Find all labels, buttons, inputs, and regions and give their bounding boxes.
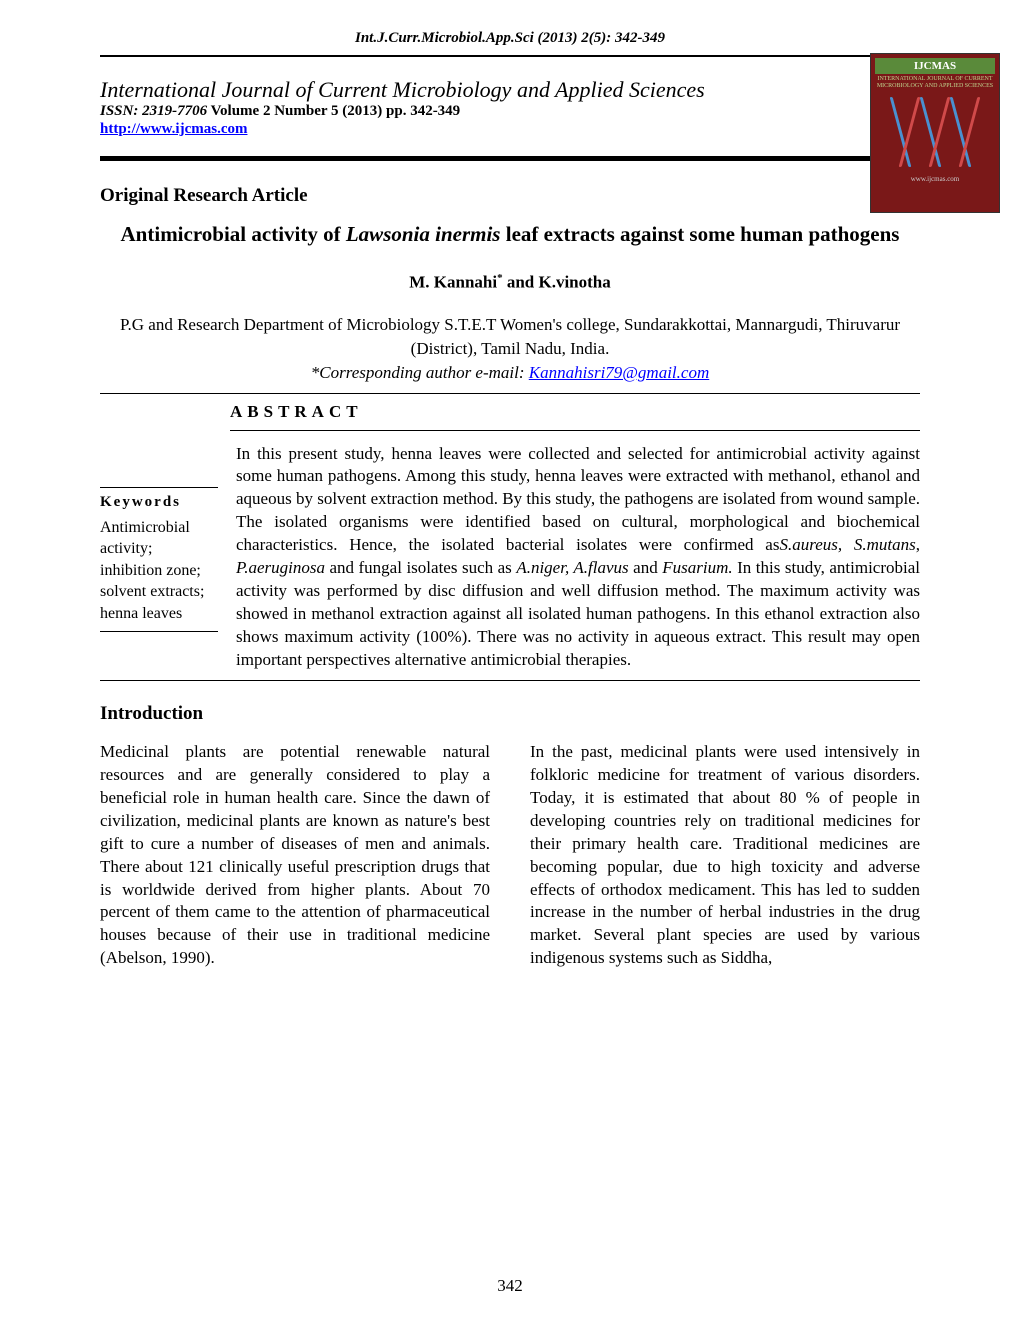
logo-subtitle: INTERNATIONAL JOURNAL OF CURRENT MICROBI…	[875, 76, 995, 89]
thick-rule	[100, 156, 920, 161]
header-rule	[100, 55, 920, 57]
introduction-heading: Introduction	[100, 703, 920, 725]
corresponding-label: *Corresponding author e-mail:	[311, 363, 529, 382]
article-type: Original Research Article	[100, 185, 920, 207]
abstract-species-4: Fusarium.	[662, 558, 732, 577]
logo-helix-icon	[871, 97, 999, 167]
corresponding-author: *Corresponding author e-mail: Kannahisri…	[100, 363, 920, 383]
keywords-label: Keywords	[100, 487, 218, 511]
logo-url: www.ijcmas.com	[871, 175, 999, 183]
introduction-col-2: In the past, medicinal plants were used …	[530, 741, 920, 970]
abstract-text: In this present study, henna leaves were…	[236, 443, 920, 672]
abstract-mid-rule	[230, 430, 920, 431]
introduction-columns: Medicinal plants are potential renewable…	[100, 741, 920, 970]
logo-label: IJCMAS	[875, 58, 995, 74]
abstract-body: Keywords Antimicrobial activity; inhibit…	[100, 443, 920, 672]
journal-url-link[interactable]: http://www.ijcmas.com	[100, 121, 247, 137]
issn-number: ISSN: 2319-7706	[100, 103, 207, 119]
abstract-top-rule	[100, 393, 920, 394]
header-citation: Int.J.Curr.Microbiol.App.Sci (2013) 2(5)…	[100, 30, 920, 47]
abstract-section: ABSTRACT Keywords Antimicrobial activity…	[100, 402, 920, 672]
corresponding-email-link[interactable]: Kannahisri79@gmail.com	[529, 363, 709, 382]
journal-logo: IJCMAS INTERNATIONAL JOURNAL OF CURRENT …	[870, 53, 1000, 213]
issn-line: ISSN: 2319-7706 Volume 2 Number 5 (2013)…	[100, 103, 920, 120]
abstract-part-2: ,	[916, 535, 920, 554]
abstract-part-4: and	[629, 558, 663, 577]
abstract-species-3: A.niger, A.flavus	[516, 558, 628, 577]
abstract-species-2: P.aeruginosa	[236, 558, 325, 577]
abstract-label: ABSTRACT	[230, 402, 920, 422]
article-title: Antimicrobial activity of Lawsonia inerm…	[100, 221, 920, 248]
introduction-col-1: Medicinal plants are potential renewable…	[100, 741, 490, 970]
page-number: 342	[497, 1276, 523, 1296]
abstract-part-3: and fungal isolates such as	[325, 558, 516, 577]
keywords-text: Antimicrobial activity; inhibition zone;…	[100, 517, 218, 632]
title-suffix: leaf extracts against some human pathoge…	[500, 222, 899, 246]
title-prefix: Antimicrobial activity of	[121, 222, 346, 246]
abstract-species-1: S.aureus, S.mutans	[779, 535, 915, 554]
abstract-bottom-rule	[100, 680, 920, 681]
keywords-box: Keywords Antimicrobial activity; inhibit…	[100, 443, 218, 672]
title-species: Lawsonia inermis	[346, 222, 501, 246]
authors: M. Kannahi* and K.vinotha	[100, 272, 920, 293]
volume-info: Volume 2 Number 5 (2013) pp. 342-349	[207, 103, 460, 119]
journal-name: International Journal of Current Microbi…	[100, 77, 920, 103]
affiliation: P.G and Research Department of Microbiol…	[100, 313, 920, 361]
journal-header: International Journal of Current Microbi…	[100, 77, 920, 138]
